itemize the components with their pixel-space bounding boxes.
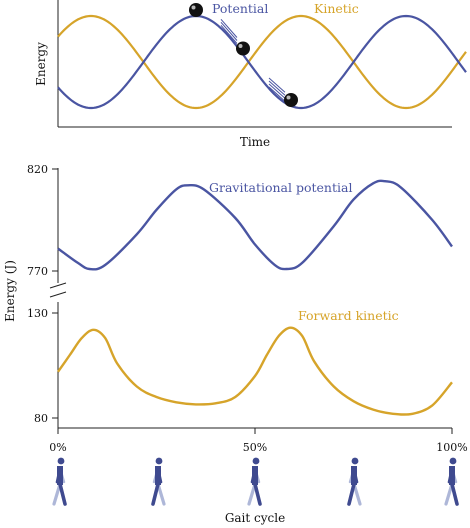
top-kinetic-line: [57, 14, 467, 110]
figure-front-arm: [250, 466, 257, 484]
figure-front-arm: [447, 466, 454, 484]
ball-at-peak: [189, 3, 203, 17]
y-tick-label-130: 130: [27, 307, 48, 320]
balls: [189, 3, 298, 107]
bottom-y-axis-label: Energy (J): [3, 260, 17, 322]
top-x-axis-label: Time: [240, 135, 270, 149]
x-tick-label-0: 0%: [49, 441, 66, 454]
motion-streaks: [220, 18, 286, 102]
forward-kinetic-label: Forward kinetic: [298, 308, 399, 323]
motion-streak: [220, 21, 238, 41]
ball-descending: [236, 41, 250, 56]
walking-figure-3: [247, 457, 262, 506]
top-y-axis-label: Energy: [34, 42, 48, 86]
x-tick-label-100: 100%: [436, 441, 467, 454]
figure-head: [351, 457, 359, 465]
bottom-chart: 820 770 130 80 0% 50% 100% Gravitational…: [3, 163, 468, 525]
top-potential-label: Potential: [212, 1, 268, 16]
x-tick-label-50: 50%: [243, 441, 267, 454]
forward-kinetic-line: [57, 326, 453, 416]
top-chart: Potential Kinetic Time Energy: [34, 0, 467, 149]
figure-front-arm: [352, 466, 359, 484]
walking-figures: [52, 457, 459, 506]
walking-figure-1: [52, 457, 67, 506]
walking-figure-5: [444, 457, 459, 506]
motion-streak: [268, 83, 286, 99]
motion-streak: [268, 77, 286, 93]
y-tick-label-80: 80: [34, 412, 48, 425]
axis-break-mark-1: [49, 282, 67, 289]
ball-at-trough-highlight: [286, 95, 291, 100]
figure-front-arm: [55, 466, 62, 484]
motion-streak: [220, 18, 238, 38]
figure-front-leg: [253, 482, 262, 506]
axis-break-mark-2: [49, 291, 67, 298]
motion-streak: [268, 80, 286, 96]
gravitational-potential-label: Gravitational potential: [209, 180, 352, 195]
walking-figure-2: [151, 457, 166, 506]
figure-head: [252, 457, 260, 465]
y-tick-label-770: 770: [27, 265, 48, 278]
figure-front-leg: [450, 482, 459, 506]
figure-front-leg: [151, 482, 160, 506]
figure-front-leg: [58, 482, 67, 506]
gravitational-potential-line: [57, 179, 453, 271]
figure-head: [57, 457, 65, 465]
y-tick-label-820: 820: [27, 163, 48, 176]
figure-front-arm: [156, 466, 163, 484]
motion-streak: [220, 24, 238, 44]
figure-front-leg: [347, 482, 356, 506]
top-kinetic-label: Kinetic: [314, 1, 359, 16]
top-potential-line: [57, 14, 467, 110]
figure-head: [155, 457, 163, 465]
ball-descending-highlight: [238, 44, 243, 48]
motion-streak: [268, 86, 286, 102]
figure-head: [449, 457, 457, 465]
ball-at-peak-highlight: [191, 5, 196, 10]
ball-at-trough: [284, 93, 298, 107]
bottom-x-axis-label: Gait cycle: [225, 511, 285, 525]
walking-figure-4: [347, 457, 362, 506]
